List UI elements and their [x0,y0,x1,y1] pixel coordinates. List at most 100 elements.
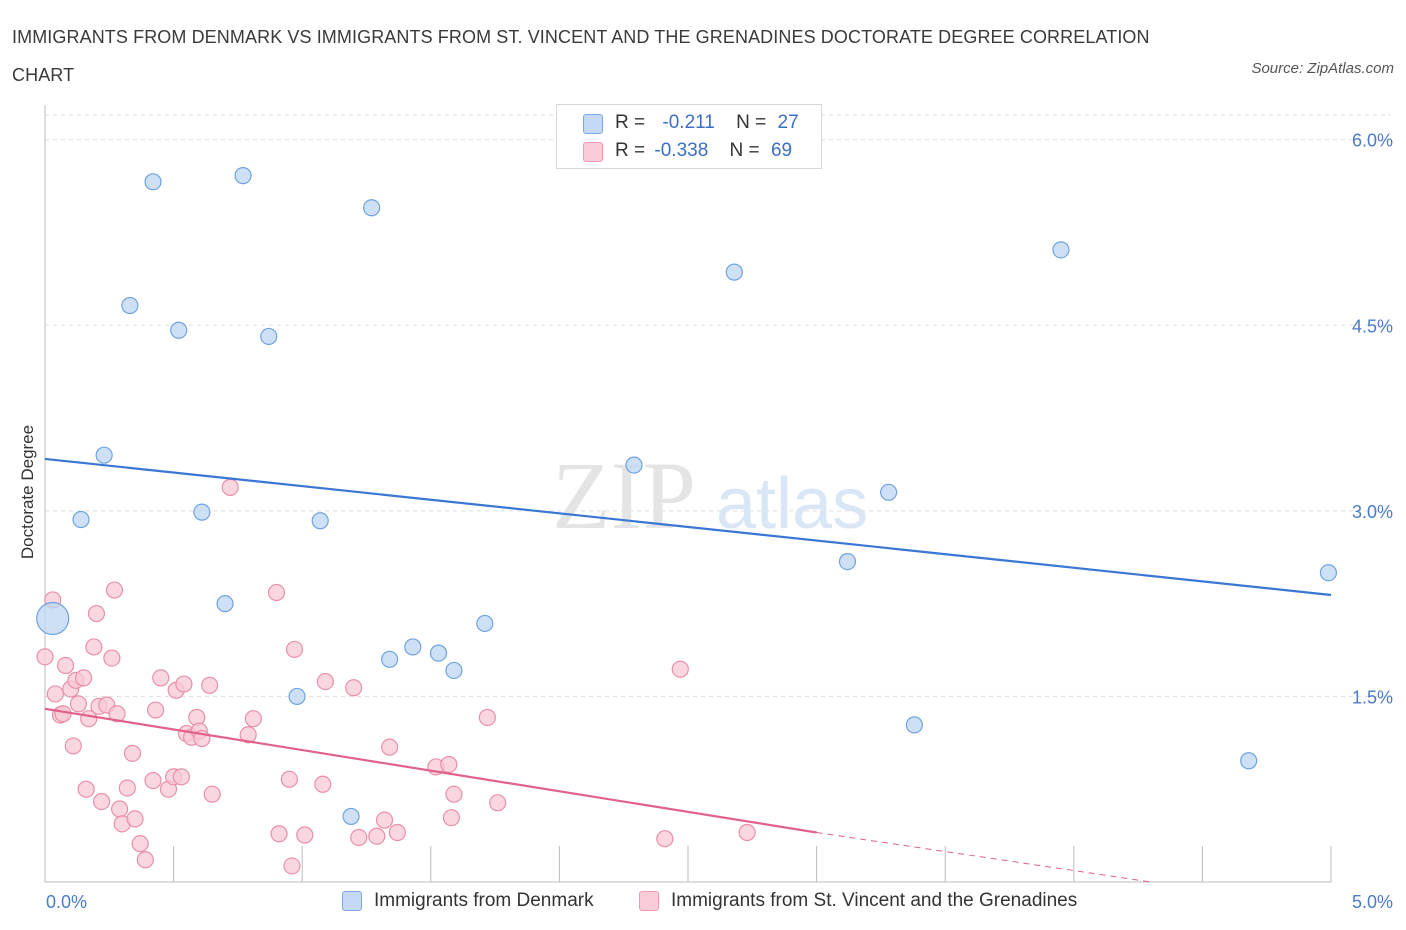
stvincent-point-57 [375,811,394,829]
y-axis-label: Doctorate Degree [18,425,37,559]
stvincent-point-19 [105,581,124,599]
stvincent-point-16 [92,792,111,811]
stvincent-point-23 [118,779,136,797]
stvincent-point-62 [442,809,460,827]
stvincent-point-24 [123,744,142,762]
legend-r-value-stvincent: -0.338 [654,140,709,161]
trend-extension-stvincent [816,832,1152,883]
stvincent-point-18 [103,649,121,667]
denmark-point-17 [445,661,463,680]
axes [44,105,1332,883]
series-label-stvincent: Immigrants from St. Vincent and the Gren… [671,890,1078,911]
stats-legend: R = -0.211 N = 27 R = -0.338 N = 69 [556,104,822,169]
denmark-point-14 [381,650,399,668]
legend-n-label: N = [736,112,767,133]
denmark-point-0 [36,601,70,636]
stvincent-point-50 [285,640,304,659]
data-points [36,167,1338,875]
stvincent-point-21 [110,800,129,818]
stvincent-point-49 [283,857,301,875]
stvincent-point-45 [244,710,262,728]
denmark-point-1 [72,510,90,529]
y-tick-label-0: 1.5% [1352,687,1393,707]
stvincent-point-20 [108,705,126,723]
stvincent-point-35 [175,675,193,693]
denmark-point-16 [429,644,448,662]
stvincent-point-0 [36,648,54,666]
stvincent-point-48 [280,770,298,788]
legend-r-label: R = [615,112,646,133]
stvincent-point-52 [314,775,332,793]
stvincent-point-10 [74,669,93,687]
stvincent-point-7 [64,737,82,755]
series-swatch-stvincent [639,891,659,911]
legend-n-value-stvincent: 69 [770,140,793,161]
stvincent-point-68 [738,823,756,842]
legend-n-label: N = [729,140,760,161]
legend-n-value-denmark: 27 [777,112,799,133]
denmark-point-18 [476,614,494,633]
watermark-atlas: atlas [716,464,868,544]
trend-line-stvincent [44,707,817,834]
stvincent-point-61 [440,755,458,774]
denmark-point-20 [725,263,743,281]
denmark-point-6 [193,503,211,521]
y-tick-labels: 1.5% 3.0% 4.5% 6.0% [1352,131,1393,708]
denmark-point-23 [905,716,923,734]
stvincent-point-29 [146,701,165,719]
stvincent-point-41 [201,676,219,694]
source-credit: Source: ZipAtlas.com [1251,60,1394,77]
denmark-point-9 [260,327,278,346]
denmark-point-4 [144,173,162,191]
stvincent-point-47 [270,825,288,843]
denmark-point-15 [404,638,422,656]
stvincent-point-13 [85,638,103,656]
x-tick-label-0: 0.0% [46,892,87,912]
stvincent-point-43 [221,478,239,496]
legend-r-label: R = [615,140,646,161]
stvincent-point-53 [316,672,334,691]
stvincent-point-51 [296,826,314,844]
stvincent-point-54 [345,679,363,697]
series-swatch-denmark [342,891,362,911]
legend-r-value-denmark: -0.211 [662,112,715,133]
denmark-point-10 [288,687,306,706]
stvincent-point-67 [671,660,689,678]
stvincent-point-11 [77,780,95,798]
stvincent-point-9 [69,695,88,713]
stvincent-point-34 [172,768,190,786]
stvincent-point-14 [87,604,106,623]
stvincent-point-55 [350,828,368,847]
stvincent-point-42 [203,785,221,803]
denmark-point-11 [311,512,329,530]
denmark-point-7 [216,595,234,613]
denmark-point-25 [1240,752,1258,770]
stvincent-point-30 [152,669,170,687]
chart-title: IMMIGRANTS FROM DENMARK VS IMMIGRANTS FR… [12,27,1150,85]
stvincent-point-56 [368,827,386,845]
denmark-point-24 [1052,241,1070,259]
y-tick-label-2: 4.5% [1352,316,1393,336]
denmark-point-19 [625,456,643,474]
x-tick-label-1: 5.0% [1352,892,1393,912]
x-tick-labels: 0.0% 5.0% [46,892,1393,912]
stvincent-point-5 [56,656,75,675]
stvincent-point-4 [54,705,72,723]
stvincent-point-2 [46,685,64,703]
denmark-point-22 [880,483,898,501]
denmark-point-12 [342,807,360,826]
stvincent-point-65 [489,794,507,812]
trend-lines [44,457,1332,883]
legend-swatch-stvincent [583,142,603,162]
legend-swatch-denmark [583,114,603,134]
series-denmark-points [36,167,1338,826]
series-label-denmark: Immigrants from Denmark [374,890,594,911]
stvincent-point-64 [478,708,496,727]
stvincent-point-66 [656,830,674,848]
watermark: ZIP atlas [552,442,868,549]
denmark-point-8 [234,167,252,185]
trend-line-denmark [44,457,1332,597]
grid-lines [45,114,1391,697]
denmark-point-2 [95,446,113,464]
